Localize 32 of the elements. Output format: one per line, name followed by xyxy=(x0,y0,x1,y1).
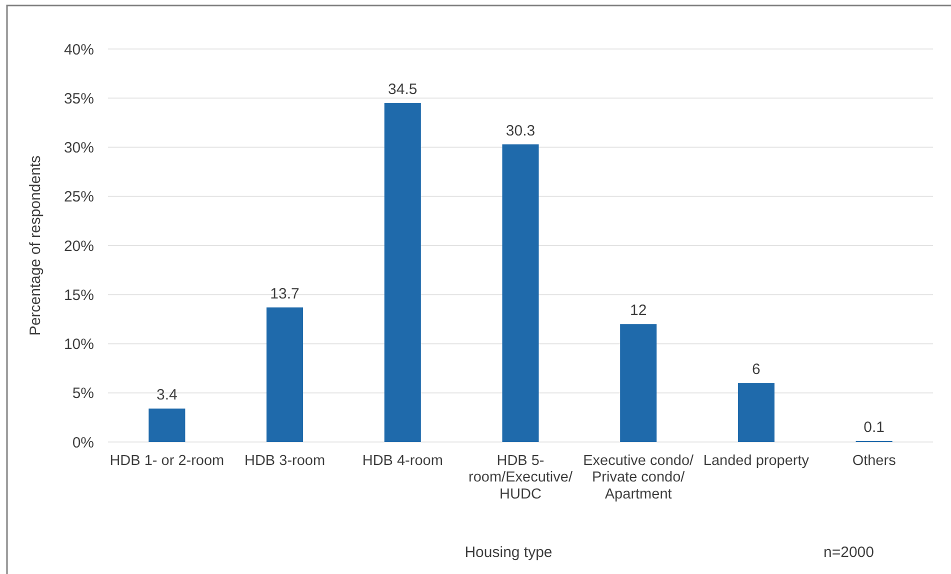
bar xyxy=(620,324,657,442)
y-tick-label: 30% xyxy=(64,140,94,156)
x-tick-label: HDB 1- or 2-room xyxy=(110,453,224,469)
bar xyxy=(384,103,421,442)
data-label: 30.3 xyxy=(506,122,536,140)
bar xyxy=(148,408,186,442)
y-tick-label: 15% xyxy=(64,286,94,304)
x-axis-title: Housing type xyxy=(464,544,552,561)
y-axis-title: Percentage of respondents xyxy=(27,155,44,336)
y-tick-label: 40% xyxy=(64,41,94,58)
x-tick-label: HDB 5-room/Executive/HUDC xyxy=(468,453,574,502)
x-tick-label: Others xyxy=(852,453,896,469)
data-label: 12 xyxy=(630,302,647,320)
text: n=2000 xyxy=(824,544,874,561)
x-tick-label: HDB 4-room xyxy=(362,453,443,469)
data-label: 34.5 xyxy=(388,81,418,98)
bar xyxy=(266,307,304,442)
data-label: 13.7 xyxy=(270,285,300,302)
y-tick-label: 0% xyxy=(72,434,94,452)
x-tick-label: HDB 3-room xyxy=(244,453,326,469)
data-label: 0.1 xyxy=(864,419,884,436)
data-label: 3.4 xyxy=(156,386,178,404)
data-label: 6 xyxy=(752,361,760,378)
x-tick-label: Landed property xyxy=(703,453,810,469)
bar xyxy=(738,383,774,442)
y-tick-label: 35% xyxy=(64,90,94,108)
y-tick-label: 5% xyxy=(72,385,94,402)
y-tick-label: 25% xyxy=(64,188,94,206)
y-tick-label: 10% xyxy=(64,336,94,353)
y-tick-label: 20% xyxy=(64,238,94,255)
bar xyxy=(502,144,539,442)
x-tick-label: Executive condo/ Private condo/ Apartment xyxy=(583,453,695,502)
